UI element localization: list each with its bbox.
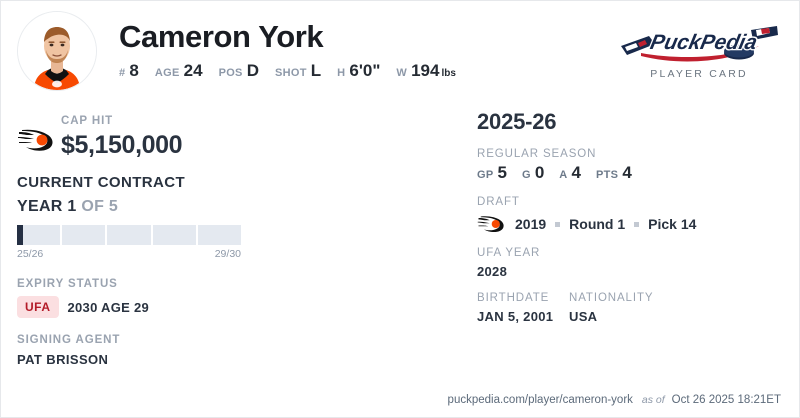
- attribute-value: 8: [129, 61, 139, 80]
- draft-year: 2019: [515, 216, 547, 232]
- progress-segment: [152, 225, 196, 245]
- expiry-status-row: UFA 2030 AGE 29: [17, 296, 477, 318]
- flyers-logo-icon: [477, 216, 504, 233]
- attribute-shot: SHOT L: [275, 61, 321, 81]
- card-body: CAP HIT $5,150,000 CURRENT CONTRACT YEAR…: [1, 101, 799, 367]
- attribute-label: SHOT: [274, 67, 307, 79]
- source-url[interactable]: puckpedia.com/player/cameron-york: [447, 394, 633, 406]
- ufa-year-label: UFA YEAR: [477, 247, 541, 259]
- card-header: Cameron York # 8 AGE 24 POS D SHOT L: [1, 1, 799, 101]
- cap-hit-value: $5,150,000: [61, 131, 183, 159]
- contract-panel: CAP HIT $5,150,000 CURRENT CONTRACT YEAR…: [17, 101, 477, 367]
- contract-year-current: YEAR 1: [17, 198, 77, 215]
- progress-labels: 25/26 29/30: [17, 248, 241, 260]
- separator-icon: [555, 221, 561, 227]
- contract-year-total: OF 5: [81, 198, 119, 215]
- attribute-unit: lbs: [441, 68, 456, 79]
- season-totals: GP 5 G 0 A 4 PTS 4: [477, 163, 783, 183]
- total-value: 4: [571, 163, 582, 182]
- season-panel: 2025-26 REGULAR SEASON GP 5 G 0 A 4 PTS …: [477, 101, 783, 367]
- regular-season-label: REGULAR SEASON: [477, 148, 597, 160]
- attribute-value: D: [246, 61, 259, 80]
- total-label: G: [521, 169, 531, 181]
- player-identity: Cameron York # 8 AGE 24 POS D SHOT L: [119, 21, 609, 81]
- attribute-label: W: [396, 67, 408, 79]
- progress-segment: [107, 225, 151, 245]
- progress-end-label: 29/30: [214, 248, 241, 260]
- draft-label: DRAFT: [477, 196, 520, 208]
- total-goals: G 0: [522, 163, 544, 183]
- expiry-value: 2030 AGE 29: [67, 299, 150, 315]
- total-label: GP: [477, 169, 494, 181]
- svg-text:PuckPedia: PuckPedia: [648, 31, 759, 54]
- total-value: 4: [622, 163, 632, 182]
- separator-icon: [634, 221, 640, 227]
- bio-row: BIRTHDATE JAN 5, 2001 NATIONALITY USA: [477, 279, 783, 324]
- draft-details: 2019 Round 1 Pick 14: [515, 216, 696, 232]
- brand-subtitle: PLAYER CARD: [650, 68, 748, 80]
- total-assists: A 4: [559, 163, 581, 183]
- birthdate-label: BIRTHDATE: [477, 292, 550, 304]
- total-label: A: [559, 169, 568, 181]
- attribute-value: 194: [411, 61, 440, 80]
- avatar: [17, 11, 97, 91]
- attribute-label: #: [119, 67, 126, 79]
- attribute-number: # 8: [119, 61, 139, 81]
- current-contract-label: CURRENT CONTRACT: [17, 174, 186, 191]
- expiry-status-label: EXPIRY STATUS: [17, 278, 118, 290]
- birthdate-value: JAN 5, 2001: [477, 309, 554, 324]
- attribute-value: 24: [183, 61, 203, 80]
- player-headshot-icon: [18, 12, 96, 90]
- progress-segment: [62, 225, 106, 245]
- draft-row: 2019 Round 1 Pick 14: [477, 214, 783, 234]
- draft-round: Round 1: [569, 216, 626, 232]
- brand-block: PuckPedia PLAYER CARD: [619, 22, 783, 80]
- attribute-weight: W 194 lbs: [396, 61, 456, 81]
- timestamp: Oct 26 2025 18:21ET: [671, 394, 781, 406]
- footer: puckpedia.com/player/cameron-york as of …: [448, 394, 781, 406]
- total-value: 5: [497, 163, 507, 182]
- contract-progress-bar: [17, 225, 242, 245]
- flyers-logo-icon: [18, 129, 53, 151]
- contract-year-row: YEAR 1 OF 5: [17, 198, 477, 216]
- attribute-height: H 6'0": [337, 61, 380, 81]
- as-of-label: as of: [641, 394, 665, 406]
- cap-hit-row: CAP HIT $5,150,000: [17, 115, 477, 160]
- signing-agent-label: SIGNING AGENT: [17, 334, 121, 346]
- progress-segment: [197, 225, 242, 245]
- cap-hit-text: CAP HIT $5,150,000: [61, 115, 477, 160]
- cap-hit-label: CAP HIT: [61, 115, 114, 127]
- total-label: PTS: [596, 169, 619, 181]
- total-games-played: GP 5: [477, 163, 507, 183]
- status-badge: UFA: [17, 296, 59, 318]
- attribute-label: POS: [218, 67, 243, 79]
- nationality-cell: NATIONALITY USA: [569, 279, 661, 324]
- signing-agent-value: PAT BRISSON: [17, 352, 109, 367]
- player-attributes: # 8 AGE 24 POS D SHOT L H 6'0": [119, 61, 609, 81]
- progress-start-label: 25/26: [17, 248, 44, 260]
- team-logo: [17, 115, 61, 153]
- attribute-position: POS D: [219, 61, 259, 81]
- attribute-value: L: [310, 61, 322, 80]
- birthdate-cell: BIRTHDATE JAN 5, 2001: [477, 279, 569, 324]
- draft-pick: Pick 14: [648, 216, 697, 232]
- ufa-year-value: 2028: [477, 264, 508, 279]
- nationality-value: USA: [569, 309, 598, 324]
- progress-segment: [17, 225, 61, 245]
- player-name: Cameron York: [119, 19, 324, 54]
- total-value: 0: [534, 163, 545, 182]
- season-title: 2025-26: [477, 109, 557, 134]
- total-points: PTS 4: [596, 163, 632, 183]
- nationality-label: NATIONALITY: [569, 292, 654, 304]
- attribute-label: AGE: [154, 67, 180, 79]
- attribute-label: H: [337, 67, 346, 79]
- puckpedia-logo-icon: PuckPedia: [621, 26, 778, 62]
- attribute-value: 6'0": [349, 61, 381, 80]
- draft-team-logo: [477, 214, 515, 234]
- attribute-age: AGE 24: [155, 61, 203, 81]
